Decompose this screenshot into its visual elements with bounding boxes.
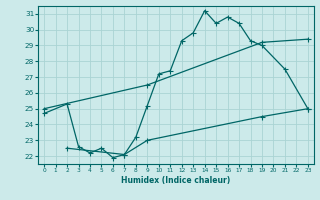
X-axis label: Humidex (Indice chaleur): Humidex (Indice chaleur) — [121, 176, 231, 185]
